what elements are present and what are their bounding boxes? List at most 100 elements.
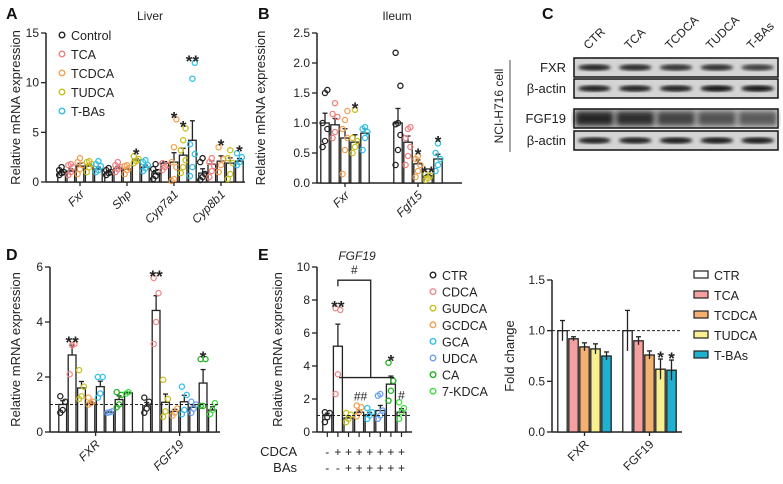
x-category-label: Shp bbox=[109, 187, 134, 212]
y-axis-label: Relative mRNA expression bbox=[8, 272, 23, 427]
y-axis-label: Fold change bbox=[502, 320, 517, 392]
data-point bbox=[329, 134, 336, 142]
y-tick-label: 1.0 bbox=[528, 324, 545, 338]
cell-line-label: NCI-H716 cell bbox=[492, 69, 506, 144]
blot-band bbox=[656, 111, 696, 126]
significance-mark: * bbox=[352, 99, 359, 118]
treatment-sign: - bbox=[325, 445, 329, 459]
data-point bbox=[57, 392, 64, 400]
data-point bbox=[199, 154, 206, 162]
data-point bbox=[226, 170, 234, 178]
treatment-sign: + bbox=[334, 445, 341, 459]
data-point bbox=[80, 383, 88, 390]
data-point bbox=[152, 318, 160, 326]
treatment-sign: + bbox=[377, 445, 384, 459]
data-point bbox=[114, 158, 122, 166]
legend-label: Control bbox=[71, 29, 111, 43]
legend-marker bbox=[58, 69, 66, 77]
data-point bbox=[197, 402, 204, 410]
data-point bbox=[321, 418, 329, 426]
data-point bbox=[321, 137, 329, 145]
panel-label-c: C bbox=[542, 6, 554, 23]
blot-row-label: β-actin bbox=[527, 81, 566, 96]
data-point bbox=[186, 141, 194, 148]
y-tick-label: 4 bbox=[36, 315, 43, 329]
blot-band bbox=[738, 111, 777, 126]
legend-marker bbox=[429, 288, 437, 296]
chart-title: Ileum bbox=[382, 9, 411, 23]
data-point bbox=[85, 394, 92, 401]
blot-band bbox=[618, 64, 652, 71]
significance-mark: * bbox=[657, 348, 664, 367]
data-point bbox=[105, 164, 112, 172]
y-tick-label: 2.0 bbox=[293, 56, 310, 70]
data-point bbox=[349, 149, 356, 157]
bar-cdca bbox=[67, 354, 77, 433]
data-point bbox=[321, 408, 329, 416]
data-point bbox=[76, 154, 84, 162]
legend-label: 7-KDCA bbox=[442, 385, 489, 399]
data-point bbox=[334, 113, 341, 121]
legend-marker bbox=[429, 271, 437, 279]
data-point bbox=[355, 408, 363, 416]
data-point bbox=[331, 128, 339, 136]
data-point bbox=[189, 75, 196, 82]
legend-marker bbox=[429, 337, 437, 345]
bar-7-kdca bbox=[123, 392, 134, 433]
x-category-label: Fxr bbox=[65, 187, 88, 210]
bar-tca bbox=[568, 338, 579, 433]
data-point bbox=[432, 149, 439, 157]
legend-label: GUDCA bbox=[442, 302, 488, 316]
data-point bbox=[130, 152, 138, 160]
x-category-label: Cyp7a1 bbox=[142, 187, 181, 226]
data-point bbox=[66, 370, 73, 378]
blot-band bbox=[578, 137, 611, 144]
data-point bbox=[390, 377, 397, 385]
significance-mark: * bbox=[668, 349, 675, 368]
data-point bbox=[394, 146, 402, 154]
x-category-label: FXR bbox=[565, 437, 592, 464]
treatment-sign: + bbox=[345, 461, 352, 475]
y-tick-label: 1.5 bbox=[528, 273, 545, 287]
data-point bbox=[215, 143, 222, 151]
data-point bbox=[162, 408, 169, 415]
y-tick-label: 5 bbox=[32, 125, 39, 139]
data-point bbox=[392, 49, 399, 57]
significance-mark: ** bbox=[331, 297, 345, 316]
lane-label: CTR bbox=[581, 25, 609, 53]
data-point bbox=[94, 373, 102, 381]
chart-title: Liver bbox=[137, 9, 163, 23]
legend-label: UDCA bbox=[442, 352, 478, 366]
y-axis-label: Relative mRNA expression bbox=[8, 30, 23, 185]
legend-label: GCA bbox=[442, 335, 470, 349]
data-point bbox=[397, 82, 404, 90]
lane-label: TUDCA bbox=[703, 13, 742, 52]
data-point bbox=[199, 402, 207, 410]
data-point bbox=[224, 154, 232, 162]
data-point bbox=[155, 289, 162, 297]
western-blot: CTR TCA TCDCA TUDCA T-BAs NCI-H716 cell FXR β-a… bbox=[492, 13, 779, 152]
data-point bbox=[179, 163, 187, 171]
blot-band bbox=[659, 137, 693, 144]
data-point bbox=[432, 167, 439, 175]
significance-mark: # bbox=[351, 263, 358, 277]
significance-mark: ** bbox=[65, 333, 79, 352]
data-point bbox=[397, 131, 404, 139]
data-point bbox=[377, 390, 384, 398]
data-point bbox=[434, 161, 442, 169]
data-point bbox=[149, 165, 157, 173]
data-point bbox=[324, 125, 331, 133]
data-point bbox=[191, 150, 199, 158]
legend-marker bbox=[429, 304, 437, 312]
data-point bbox=[211, 399, 219, 407]
blot-band bbox=[578, 85, 611, 92]
significance-mark: * bbox=[388, 352, 395, 371]
legend-swatch bbox=[693, 290, 709, 299]
data-point bbox=[159, 159, 166, 167]
treatment-row-label: BAs bbox=[273, 460, 297, 475]
y-tick-label: 0 bbox=[303, 425, 310, 439]
data-point bbox=[125, 388, 132, 396]
y-tick-label: 2 bbox=[36, 370, 43, 384]
y-tick-label: 0.0 bbox=[293, 176, 310, 190]
